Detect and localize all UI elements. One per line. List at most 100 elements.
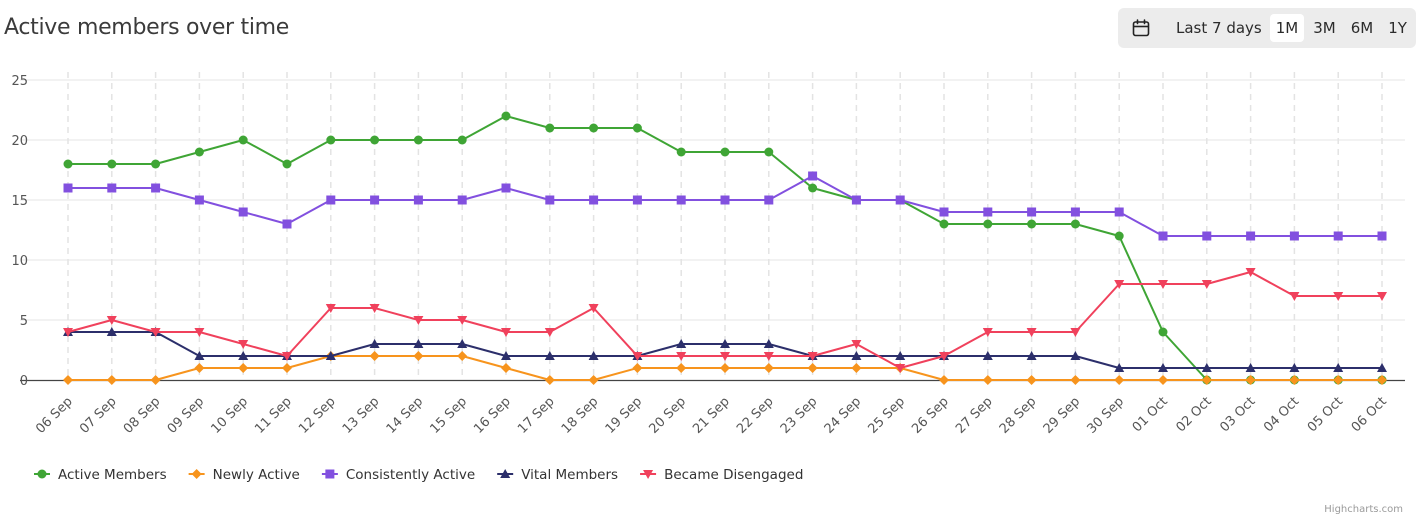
- data-point-consistently-active: [457, 195, 467, 205]
- data-point-newly-active: [1245, 375, 1256, 385]
- data-point-became-disengaged: [106, 316, 117, 325]
- x-tick-label: 06 Oct: [1349, 394, 1390, 435]
- data-point-newly-active: [238, 363, 249, 373]
- data-point-became-disengaged: [939, 352, 949, 361]
- range-selector: Last 7 days 1M 3M 6M 1Y: [1118, 8, 1416, 48]
- data-point-vital-members: [676, 339, 687, 348]
- data-point-became-disengaged: [676, 352, 687, 361]
- data-point-consistently-active: [632, 195, 642, 205]
- chart-title: Active members over time: [4, 15, 289, 40]
- data-point-active-members: [764, 147, 774, 157]
- legend-item-became-disengaged[interactable]: Became Disengaged: [640, 467, 803, 483]
- series-newly-active: [63, 351, 1387, 385]
- data-point-vital-members: [1333, 363, 1344, 372]
- legend-item-vital-members[interactable]: Vital Members: [497, 467, 618, 483]
- data-point-consistently-active: [895, 195, 905, 205]
- x-tick-label: 29 Sep: [1041, 394, 1084, 437]
- data-point-consistently-active: [1202, 231, 1212, 241]
- x-tick-label: 21 Sep: [690, 394, 733, 437]
- data-point-newly-active: [982, 375, 993, 385]
- legend-item-consistently-active[interactable]: Consistently Active: [321, 467, 475, 483]
- data-point-became-disengaged: [588, 304, 599, 313]
- x-tick-label: 30 Sep: [1084, 394, 1127, 437]
- data-point-newly-active: [1026, 375, 1037, 385]
- data-point-active-members: [632, 123, 642, 133]
- data-point-newly-active: [1070, 375, 1081, 385]
- data-point-newly-active: [194, 363, 205, 373]
- range-last-7-days[interactable]: Last 7 days: [1176, 19, 1262, 37]
- x-tick-label: 22 Sep: [734, 394, 777, 437]
- x-tick-label: 15 Sep: [427, 394, 470, 437]
- data-point-vital-members: [106, 327, 117, 336]
- data-point-active-members: [720, 147, 730, 157]
- data-point-became-disengaged: [150, 328, 161, 337]
- data-point-newly-active: [501, 363, 511, 373]
- data-point-vital-members: [413, 339, 424, 348]
- data-point-newly-active: [939, 375, 949, 385]
- data-point-consistently-active: [1333, 231, 1343, 241]
- data-point-consistently-active: [1377, 231, 1387, 241]
- data-point-active-members: [1158, 327, 1168, 337]
- x-tick-label: 07 Sep: [77, 394, 120, 437]
- x-tick-label: 05 Oct: [1305, 394, 1346, 435]
- data-point-active-members: [939, 219, 949, 229]
- data-point-newly-active: [1289, 375, 1300, 385]
- data-point-active-members: [194, 147, 204, 157]
- data-point-active-members: [589, 123, 599, 133]
- data-point-became-disengaged: [763, 352, 774, 361]
- x-tick-label: 19 Sep: [603, 394, 646, 437]
- data-point-became-disengaged: [1289, 292, 1300, 301]
- data-point-active-members: [676, 147, 686, 157]
- y-tick-label: 15: [11, 194, 28, 209]
- legend-label: Active Members: [58, 467, 167, 483]
- data-point-active-members: [413, 135, 423, 145]
- data-point-active-members: [1027, 219, 1037, 229]
- range-button-1m[interactable]: 1M: [1269, 14, 1305, 42]
- y-tick-label: 5: [20, 314, 28, 329]
- data-point-became-disengaged: [282, 352, 292, 361]
- legend-marker: [500, 469, 511, 478]
- data-point-newly-active: [1333, 375, 1344, 385]
- legend-item-newly-active[interactable]: Newly Active: [188, 467, 300, 483]
- data-point-consistently-active: [238, 207, 248, 217]
- data-point-newly-active: [1377, 375, 1387, 385]
- x-tick-label: 17 Sep: [515, 394, 558, 437]
- x-tick-label: 20 Sep: [646, 394, 689, 437]
- x-tick-label: 25 Sep: [865, 394, 908, 437]
- series-consistently-active: [63, 171, 1387, 241]
- data-point-vital-members: [1377, 363, 1387, 372]
- x-tick-label: 28 Sep: [997, 394, 1040, 437]
- series-group: [63, 111, 1387, 385]
- data-point-active-members: [238, 135, 248, 145]
- range-button-3m[interactable]: 3M: [1313, 19, 1336, 37]
- x-tick-label: 01 Oct: [1130, 394, 1171, 435]
- x-tick-label: 26 Sep: [909, 394, 952, 437]
- legend: Active Members Newly Active Consistently A…: [34, 467, 803, 483]
- data-point-consistently-active: [107, 183, 117, 193]
- data-point-consistently-active: [413, 195, 423, 205]
- data-point-vital-members: [763, 339, 774, 348]
- data-point-became-disengaged: [1201, 280, 1212, 289]
- range-button-1y[interactable]: 1Y: [1388, 19, 1407, 37]
- credits-link[interactable]: Highcharts.com: [1324, 504, 1403, 515]
- x-tick-label: 14 Sep: [384, 394, 427, 437]
- data-point-vital-members: [1201, 363, 1212, 372]
- data-point-newly-active: [1158, 375, 1168, 385]
- data-point-vital-members: [1114, 363, 1125, 372]
- legend-label: Newly Active: [213, 467, 300, 483]
- data-point-consistently-active: [501, 183, 511, 193]
- data-point-consistently-active: [1289, 231, 1299, 241]
- legend-item-active-members[interactable]: Active Members: [34, 467, 167, 483]
- data-point-consistently-active: [1114, 207, 1124, 217]
- data-point-consistently-active: [808, 171, 818, 181]
- data-point-vital-members: [895, 351, 906, 360]
- legend-marker: [643, 470, 654, 479]
- data-point-consistently-active: [720, 195, 730, 205]
- data-point-active-members: [63, 159, 73, 169]
- data-point-active-members: [983, 219, 993, 229]
- range-button-6m[interactable]: 6M: [1350, 19, 1374, 37]
- data-point-consistently-active: [676, 195, 686, 205]
- data-point-newly-active: [369, 351, 380, 361]
- calendar-icon[interactable]: [1130, 17, 1152, 39]
- data-point-became-disengaged: [1377, 292, 1387, 301]
